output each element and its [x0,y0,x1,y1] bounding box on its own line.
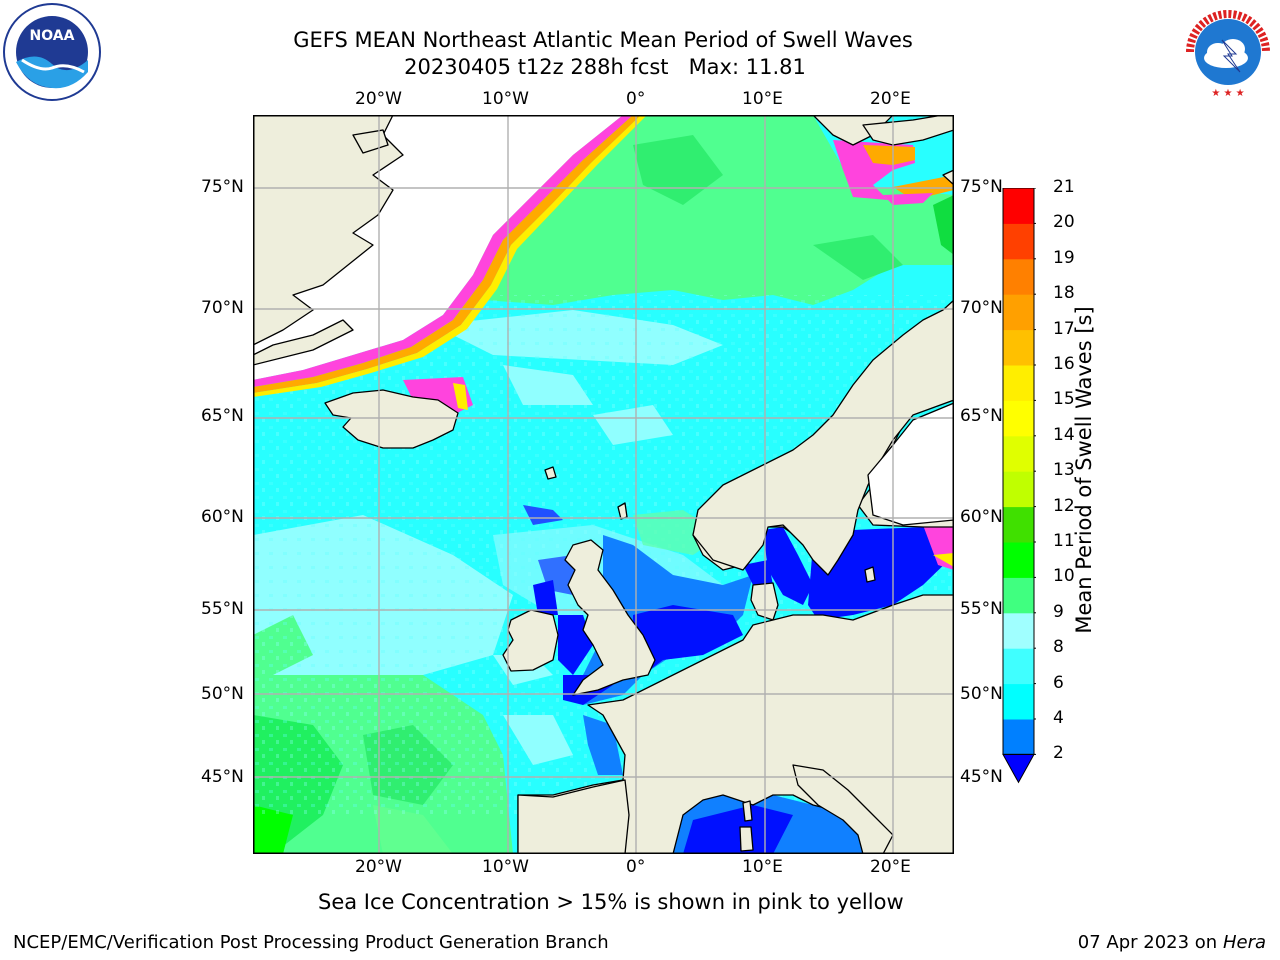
lat-label-right-50n: 50°N [960,684,1003,704]
svg-text:NOAA: NOAA [30,28,75,44]
footer-host: Hera [1222,932,1266,953]
lat-label-right-75n: 75°N [960,177,1003,197]
lon-label-bottom-0: 0° [626,857,646,877]
colorbar-tick-label: 6 [1053,672,1064,693]
colorbar-tick-label: 15 [1053,389,1075,410]
lon-label-bottom-20e: 20°E [870,857,911,877]
colorbar-box [1003,365,1034,401]
svg-text:★ ★ ★: ★ ★ ★ [1211,88,1244,99]
lon-label-bottom-10w: 10°W [482,857,529,877]
map-panel [253,115,954,854]
colorbar-box [1003,506,1034,543]
footer-date-text: 07 Apr 2023 on [1077,932,1223,953]
nws-logo-icon: ★ ★ ★ [1178,2,1278,106]
lat-label-right-65n: 65°N [960,406,1003,426]
lat-label-left-55n: 55°N [201,599,244,619]
colorbar-tick-label: 13 [1053,460,1075,481]
colorbar-tick-label: 19 [1053,247,1075,268]
lat-label-right-55n: 55°N [960,599,1003,619]
colorbar-box [1003,223,1034,260]
lat-label-left-60n: 60°N [201,507,244,527]
colorbar-box [1003,719,1034,755]
colorbar-box [1003,400,1034,437]
lon-label-top-20w: 20°W [355,89,402,109]
colorbar-tick-label: 12 [1053,495,1075,516]
colorbar-tick-label: 21 [1053,177,1075,197]
lat-label-left-70n: 70°N [201,298,244,318]
footer-date: 07 Apr 2023 on Hera [1078,932,1266,953]
colorbar-box [1003,648,1034,685]
colorbar-tick-label: 14 [1053,424,1075,445]
colorbar-tick-label: 18 [1053,283,1075,304]
colorbar-tick-label: 2 [1053,743,1064,764]
lat-label-right-45n: 45°N [960,767,1003,787]
colorbar-tick-label: 11 [1053,531,1075,551]
graticule [253,115,954,854]
lon-label-top-20e: 20°E [870,89,911,109]
colorbar-tick-label: 10 [1053,566,1075,587]
lat-label-left-45n: 45°N [201,767,244,787]
colorbar-tick-label: 16 [1053,354,1075,374]
colorbar-tick-label: 4 [1053,708,1064,728]
lat-label-left-50n: 50°N [201,684,244,704]
map-frame [253,115,954,854]
lat-label-left-65n: 65°N [201,406,244,426]
chart-title: GEFS MEAN Northeast Atlantic Mean Period… [293,28,913,52]
lon-label-bottom-20w: 20°W [355,857,402,877]
noaa-logo-icon: NOAA [2,2,102,106]
colorbar [1002,188,1036,784]
colorbar-box [1003,294,1034,331]
colorbar-box [1003,612,1034,649]
colorbar-tick-label: 8 [1053,637,1064,658]
lat-label-right-60n: 60°N [960,507,1003,527]
colorbar-box [1003,188,1034,224]
colorbar-tick-label: 9 [1053,601,1064,622]
lat-label-left-75n: 75°N [201,177,244,197]
lon-label-bottom-10e: 10°E [742,857,783,877]
colorbar-box [1003,683,1034,720]
sea-ice-caption: Sea Ice Concentration > 15% is shown in … [318,890,904,914]
lat-label-right-70n: 70°N [960,298,1003,318]
colorbar-tick-label: 17 [1053,318,1075,339]
colorbar-box [1003,471,1034,508]
lon-label-top-10w: 10°W [482,89,529,109]
colorbar-box [1003,435,1034,472]
land [253,115,954,854]
colorbar-box [1003,258,1034,295]
colorbar-box [1003,329,1034,366]
colorbar-box [1003,577,1034,614]
chart-subtitle: 20230405 t12z 288h fcst Max: 11.81 [404,55,806,79]
lon-label-top-10e: 10°E [742,89,783,109]
lon-label-top-0: 0° [626,89,646,109]
colorbar-label: Mean Period of Swell Waves [s] [1072,306,1096,634]
colorbar-tick-label: 20 [1053,212,1075,233]
colorbar-box [1003,542,1034,578]
footer-branch: NCEP/EMC/Verification Post Processing Pr… [13,932,609,953]
colorbar-extend-triangle [1002,753,1035,784]
